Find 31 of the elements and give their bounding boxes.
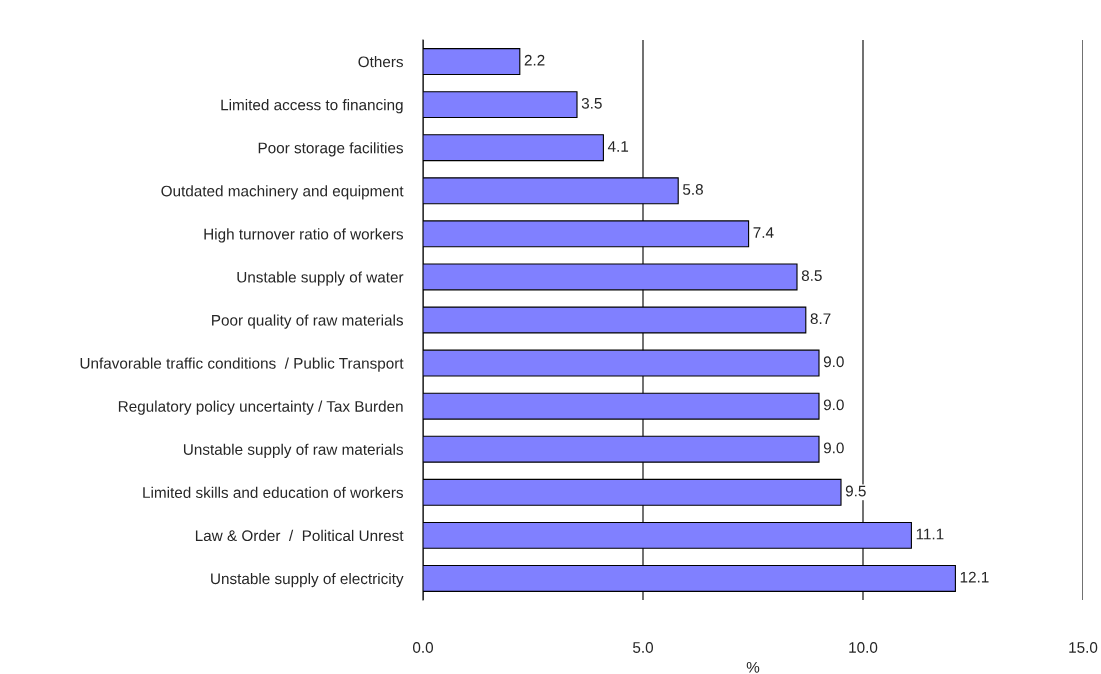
y-tick-label: Regulatory policy uncertainty / Tax Burden [118,400,403,415]
data-label: 4.1 [607,141,629,152]
data-label: 12.1 [960,571,989,583]
y-tick-label: Unstable supply of electricity [211,572,404,588]
data-label: 9.0 [823,442,844,454]
y-tick-label: Law & Order / Political Unrest [195,529,404,542]
data-label: 3.5 [581,97,602,109]
y-tick-label: Unfavorable traffic conditions / Public Transport [80,357,404,372]
y-tick-label: Unstable supply of raw materials [183,443,404,458]
x-axis-title: % [746,661,760,673]
data-label: 7.4 [753,227,774,238]
data-label: 5.8 [682,184,703,195]
data-label: 11.1 [916,528,944,540]
y-tick-label: Poor quality of raw materials [212,314,404,329]
x-tick-label: 5.0 [632,642,654,653]
y-tick-label: Limited skills and education of workers [143,486,404,498]
data-label: 9.0 [823,356,844,368]
y-tick-label: Others [358,56,404,68]
data-label: 8.5 [801,270,822,282]
data-label: 9.5 [845,485,866,497]
x-tick-label: 0.0 [412,642,434,653]
x-tick-label: 10.0 [849,642,878,653]
data-label: 2.2 [524,54,545,66]
y-tick-label: High turnover ratio of workers [204,228,404,243]
y-tick-label: Outdated machinery and equipment [161,185,404,200]
y-tick-label: Unstable supply of water [237,271,404,286]
data-label: 9.0 [823,399,844,411]
data-label: 8.7 [810,313,831,325]
x-tick-label: 15.0 [1069,642,1098,653]
y-tick-label: Limited access to financing [221,99,403,114]
y-tick-label: Poor storage facilities [258,142,404,157]
